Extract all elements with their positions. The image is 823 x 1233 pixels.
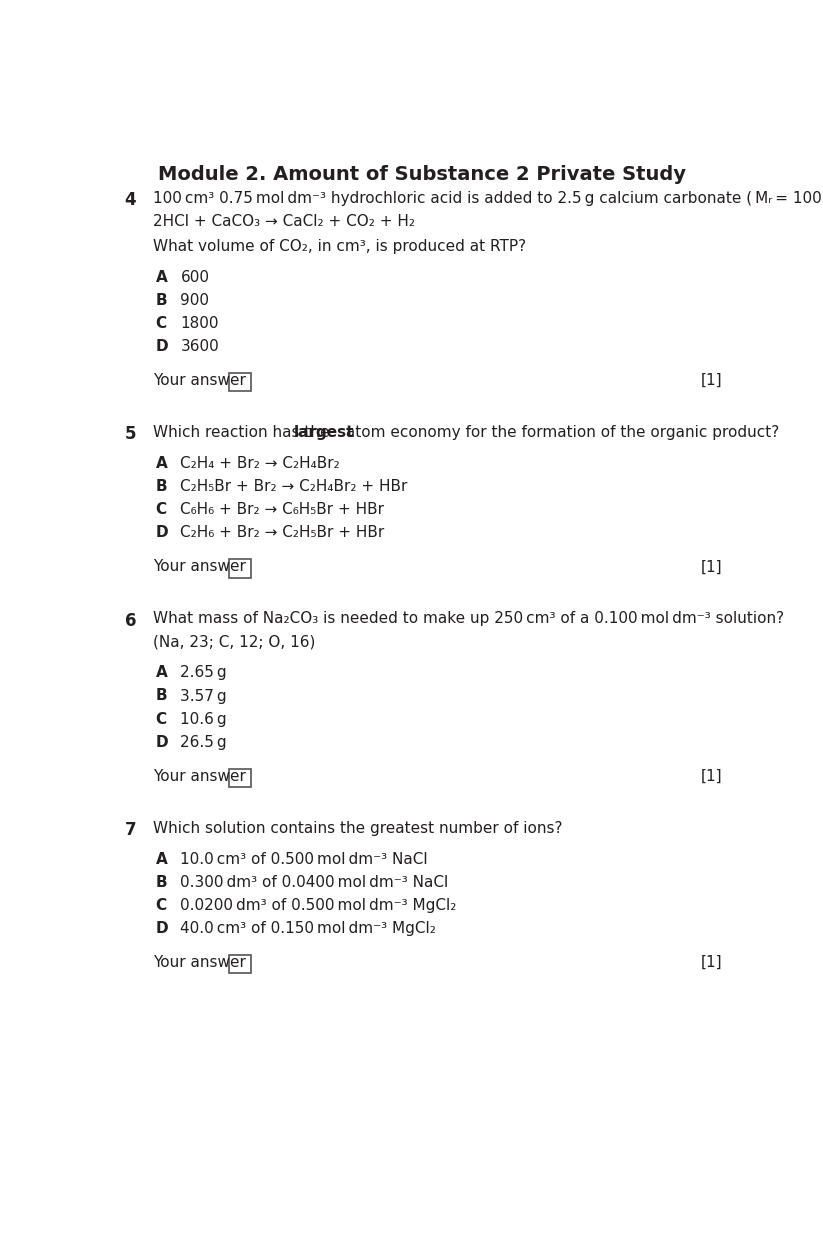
Text: A: A	[156, 456, 167, 471]
Text: Your answer: Your answer	[153, 372, 246, 388]
Text: 10.6 g: 10.6 g	[180, 711, 227, 726]
Text: B: B	[156, 292, 167, 308]
Text: What volume of CO₂, in cm³, is produced at RTP?: What volume of CO₂, in cm³, is produced …	[153, 239, 527, 254]
Bar	[229, 954, 251, 973]
Text: 6: 6	[124, 612, 136, 630]
Text: D: D	[156, 921, 168, 936]
Text: 10.0 cm³ of 0.500 mol dm⁻³ NaCl: 10.0 cm³ of 0.500 mol dm⁻³ NaCl	[180, 852, 428, 867]
Text: A: A	[156, 852, 167, 867]
Text: A: A	[156, 666, 167, 681]
Text: C₂H₅Br + Br₂ → C₂H₄Br₂ + HBr: C₂H₅Br + Br₂ → C₂H₄Br₂ + HBr	[180, 480, 407, 494]
Text: B: B	[156, 875, 167, 890]
Text: atom economy for the formation of the organic product?: atom economy for the formation of the or…	[341, 425, 779, 440]
Text: 0.300 dm³ of 0.0400 mol dm⁻³ NaCl: 0.300 dm³ of 0.0400 mol dm⁻³ NaCl	[180, 875, 449, 890]
Text: D: D	[156, 735, 168, 750]
Text: [1]: [1]	[701, 560, 723, 575]
Text: D: D	[156, 339, 168, 354]
Text: [1]: [1]	[701, 769, 723, 784]
Text: What mass of Na₂CO₃ is needed to make up 250 cm³ of a 0.100 mol dm⁻³ solution?: What mass of Na₂CO₃ is needed to make up…	[153, 612, 784, 626]
Text: A: A	[156, 270, 167, 285]
Text: 2.65 g: 2.65 g	[180, 666, 227, 681]
Text: [1]: [1]	[701, 956, 723, 970]
Text: 40.0 cm³ of 0.150 mol dm⁻³ MgCl₂: 40.0 cm³ of 0.150 mol dm⁻³ MgCl₂	[180, 921, 436, 936]
Text: 2HCl + CaCO₃ → CaCl₂ + CO₂ + H₂: 2HCl + CaCO₃ → CaCl₂ + CO₂ + H₂	[153, 215, 416, 229]
Text: 26.5 g: 26.5 g	[180, 735, 227, 750]
Text: 900: 900	[180, 292, 209, 308]
Text: 100 cm³ 0.75 mol dm⁻³ hydrochloric acid is added to 2.5 g calcium carbonate ( Mᵣ: 100 cm³ 0.75 mol dm⁻³ hydrochloric acid …	[153, 191, 823, 206]
Text: C₆H₆ + Br₂ → C₆H₅Br + HBr: C₆H₆ + Br₂ → C₆H₅Br + HBr	[180, 502, 384, 517]
Text: 5: 5	[124, 425, 136, 443]
Text: C₂H₆ + Br₂ → C₂H₅Br + HBr: C₂H₆ + Br₂ → C₂H₅Br + HBr	[180, 525, 384, 540]
Text: 0.0200 dm³ of 0.500 mol dm⁻³ MgCl₂: 0.0200 dm³ of 0.500 mol dm⁻³ MgCl₂	[180, 898, 457, 912]
Text: Your answer: Your answer	[153, 954, 246, 970]
Text: [1]: [1]	[701, 374, 723, 388]
Text: largest: largest	[294, 425, 355, 440]
Text: 4: 4	[124, 191, 136, 210]
Text: B: B	[156, 480, 167, 494]
Text: B: B	[156, 688, 167, 704]
Text: 3600: 3600	[180, 339, 219, 354]
Bar	[229, 559, 251, 577]
Text: C₂H₄ + Br₂ → C₂H₄Br₂: C₂H₄ + Br₂ → C₂H₄Br₂	[180, 456, 340, 471]
Bar	[229, 372, 251, 391]
Text: Which solution contains the greatest number of ions?: Which solution contains the greatest num…	[153, 821, 563, 836]
Text: Your answer: Your answer	[153, 559, 246, 575]
Text: C: C	[156, 898, 167, 912]
Text: 600: 600	[180, 270, 209, 285]
Text: 3.57 g: 3.57 g	[180, 688, 227, 704]
Text: (Na, 23; C, 12; O, 16): (Na, 23; C, 12; O, 16)	[153, 635, 316, 650]
Text: 7: 7	[124, 821, 136, 838]
Text: C: C	[156, 711, 167, 726]
Text: Your answer: Your answer	[153, 768, 246, 784]
Text: Which reaction has the: Which reaction has the	[153, 425, 335, 440]
Bar	[229, 768, 251, 787]
Text: C: C	[156, 502, 167, 517]
Text: Module 2. Amount of Substance 2 Private Study: Module 2. Amount of Substance 2 Private …	[158, 165, 686, 184]
Text: D: D	[156, 525, 168, 540]
Text: 1800: 1800	[180, 316, 219, 330]
Text: C: C	[156, 316, 167, 330]
